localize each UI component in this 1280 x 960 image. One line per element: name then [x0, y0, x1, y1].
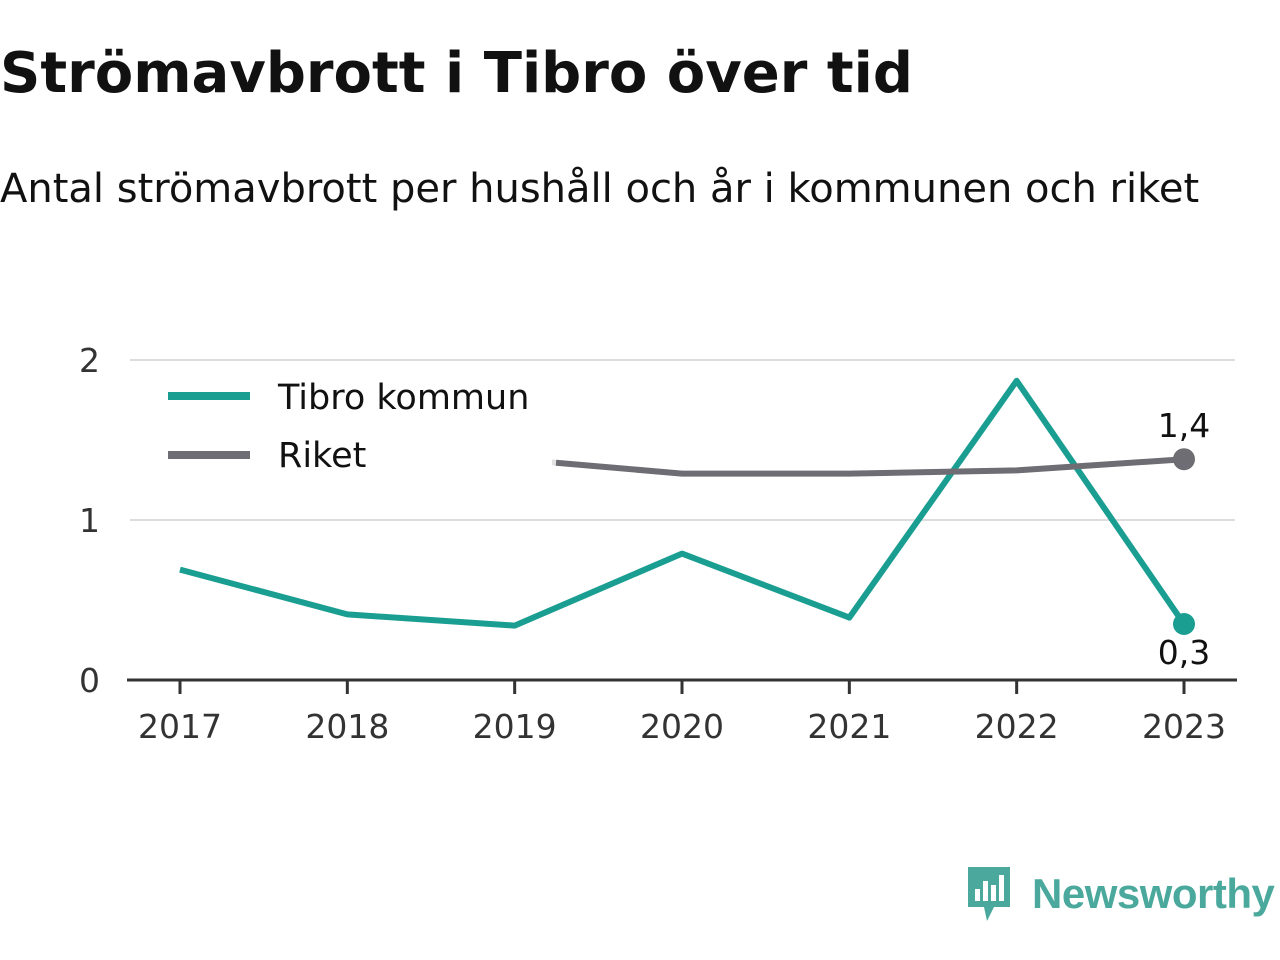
legend-label-riket: Riket: [278, 436, 366, 476]
endpoint-marker-riket: [1173, 448, 1195, 471]
series-line-tibro-kommun: [179, 377, 1187, 629]
endpoint-label-tibro-kommun: 0,3: [1158, 633, 1210, 672]
y-tick-label-2: 2: [79, 341, 100, 380]
legend-background: [150, 366, 552, 488]
x-tick-label-2022: 2022: [975, 707, 1059, 746]
legend: Tibro kommun Riket: [150, 366, 552, 488]
x-tick-label-2019: 2019: [473, 707, 557, 746]
chart-title: Strömavbrott i Tibro över tid: [0, 41, 913, 106]
brand-logo: Newsworthy: [964, 862, 1275, 926]
x-tick-label-2023: 2023: [1142, 707, 1226, 746]
endpoint-label-riket: 1,4: [1158, 406, 1210, 445]
legend-label-tibro-kommun: Tibro kommun: [277, 378, 529, 418]
grid-lines: [130, 359, 1235, 521]
brand-name: Newsworthy: [1032, 870, 1275, 917]
y-tick-label-0: 0: [79, 661, 100, 700]
series-line-riket: [555, 456, 1185, 477]
y-axis-ticks: 0 1 2: [79, 341, 100, 700]
x-tick-label-2018: 2018: [305, 707, 389, 746]
x-tick-label-2021: 2021: [807, 707, 891, 746]
endpoint-marker-tibro-kommun: [1173, 613, 1195, 635]
series-endpoints: 0,3 1,4: [1158, 406, 1210, 672]
x-tick-label-2017: 2017: [138, 707, 222, 746]
y-tick-label-1: 1: [79, 501, 100, 540]
newsworthy-logo-icon: [968, 867, 1010, 921]
chart-subtitle: Antal strömavbrott per hushåll och år i …: [0, 166, 1200, 212]
x-tick-label-2020: 2020: [640, 707, 724, 746]
x-axis: 2017 2018 2019 2020 2021 2022 2023: [127, 678, 1237, 746]
